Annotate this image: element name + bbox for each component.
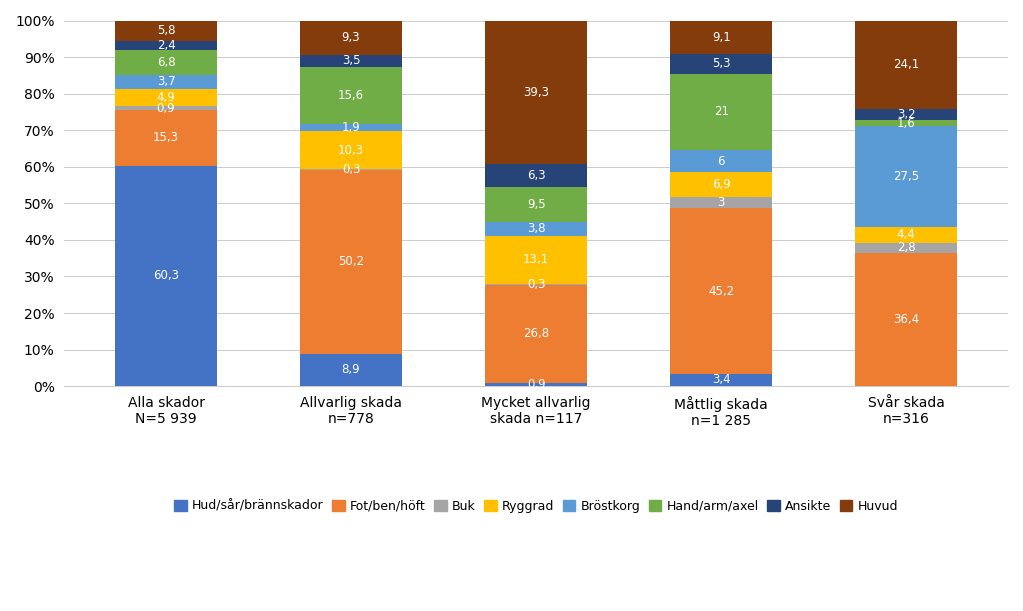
Bar (300, 354, 402, 386)
Bar (300, 170, 402, 354)
Bar (116, 110, 217, 166)
Bar (485, 164, 587, 187)
Bar (300, 169, 402, 170)
Bar (670, 374, 772, 386)
Bar (670, 172, 772, 197)
Text: 2,8: 2,8 (897, 241, 916, 254)
Text: 9,1: 9,1 (712, 31, 730, 44)
Text: 0,9: 0,9 (157, 101, 175, 115)
Text: 3,8: 3,8 (527, 222, 545, 235)
Bar (855, 126, 958, 227)
Text: 39,3: 39,3 (523, 86, 549, 99)
Text: 0,9: 0,9 (527, 378, 545, 391)
Bar (485, 383, 587, 386)
Bar (300, 131, 402, 169)
Text: 3: 3 (717, 197, 725, 210)
Text: 13,1: 13,1 (523, 254, 549, 266)
Bar (855, 109, 958, 120)
Bar (670, 54, 772, 73)
Text: 3,2: 3,2 (897, 108, 916, 121)
Text: 36,4: 36,4 (893, 313, 920, 326)
Bar (116, 106, 217, 110)
Bar (855, 253, 958, 386)
Bar (670, 197, 772, 208)
Text: 50,2: 50,2 (338, 255, 364, 268)
Bar (116, 75, 217, 89)
Bar (855, 21, 958, 109)
Bar (300, 54, 402, 67)
Bar (300, 67, 402, 125)
Text: 45,2: 45,2 (708, 285, 735, 298)
Text: 4,9: 4,9 (157, 91, 175, 104)
Text: 0,3: 0,3 (342, 163, 360, 176)
Legend: Hud/sår/brännskador, Fot/ben/höft, Buk, Ryggrad, Bröstkorg, Hand/arm/axel, Ansik: Hud/sår/brännskador, Fot/ben/höft, Buk, … (170, 495, 903, 518)
Text: 3,4: 3,4 (712, 373, 730, 386)
Text: 6,3: 6,3 (527, 169, 545, 182)
Text: 1,9: 1,9 (342, 122, 360, 134)
Bar (116, 42, 217, 50)
Text: 24,1: 24,1 (893, 58, 920, 71)
Text: 6,9: 6,9 (712, 178, 730, 191)
Bar (116, 166, 217, 386)
Text: 8,9: 8,9 (342, 364, 360, 376)
Text: 9,3: 9,3 (342, 31, 360, 44)
Bar (485, 21, 587, 164)
Bar (855, 120, 958, 126)
Text: 9,5: 9,5 (527, 198, 545, 211)
Text: 3,7: 3,7 (157, 75, 175, 88)
Bar (670, 21, 772, 54)
Text: 2,4: 2,4 (157, 39, 175, 52)
Text: 4,4: 4,4 (897, 229, 916, 241)
Bar (670, 73, 772, 150)
Bar (855, 243, 958, 253)
Text: 3,5: 3,5 (342, 54, 360, 67)
Bar (116, 89, 217, 106)
Bar (485, 222, 587, 236)
Text: 10,3: 10,3 (338, 144, 364, 156)
Bar (300, 125, 402, 131)
Text: 27,5: 27,5 (893, 170, 920, 183)
Bar (670, 150, 772, 172)
Bar (485, 187, 587, 222)
Bar (485, 285, 587, 383)
Text: 15,6: 15,6 (338, 89, 364, 102)
Text: 60,3: 60,3 (153, 269, 179, 282)
Bar (116, 20, 217, 42)
Bar (300, 21, 402, 54)
Text: 6: 6 (717, 155, 725, 168)
Bar (855, 227, 958, 243)
Bar (485, 236, 587, 284)
Text: 5,3: 5,3 (712, 57, 730, 70)
Text: 5,8: 5,8 (157, 24, 175, 37)
Text: 26,8: 26,8 (523, 327, 549, 340)
Text: 6,8: 6,8 (157, 56, 175, 69)
Bar (670, 208, 772, 374)
Text: 0,3: 0,3 (527, 278, 545, 291)
Bar (485, 284, 587, 285)
Bar (116, 50, 217, 75)
Text: 15,3: 15,3 (153, 131, 179, 144)
Text: 21: 21 (714, 106, 728, 119)
Text: 1,6: 1,6 (897, 117, 916, 130)
